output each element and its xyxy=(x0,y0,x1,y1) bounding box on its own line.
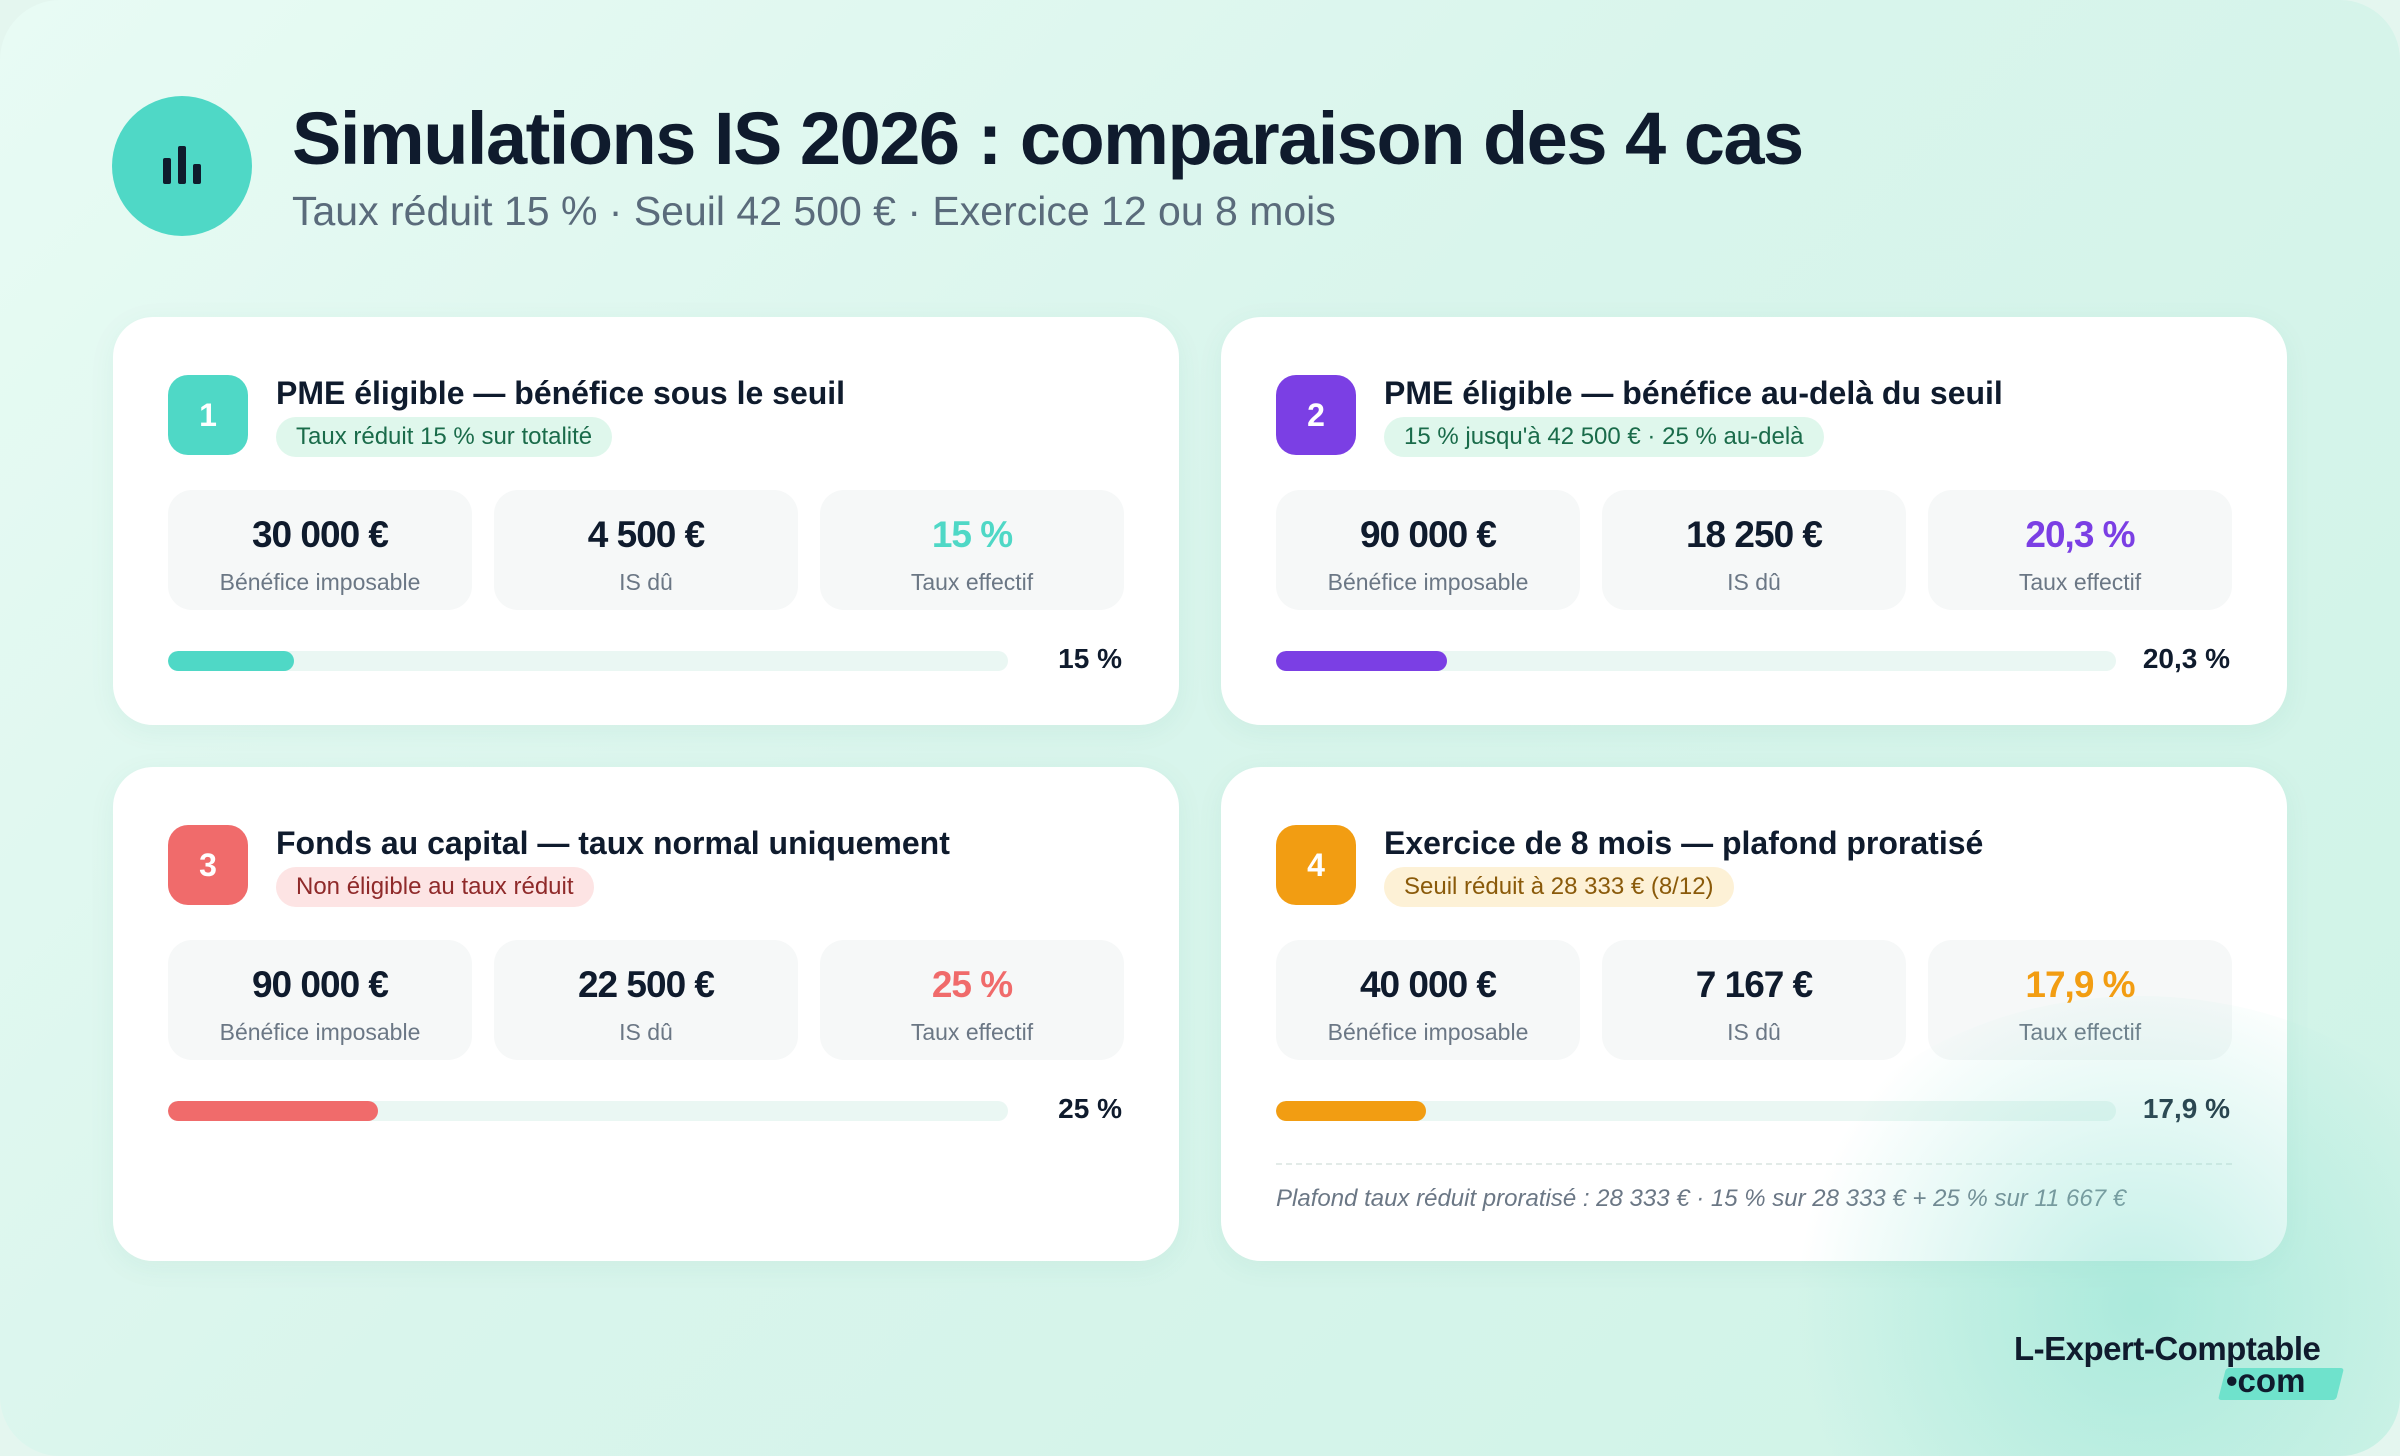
rate-progress-fill xyxy=(1276,1101,1427,1121)
case-card-3: 3 Fonds au capital — taux normal uniquem… xyxy=(113,767,1179,1261)
case-title: PME éligible — bénéfice sous le seuil xyxy=(276,375,846,411)
stat-benefice: 30 000 € Bénéfice imposable xyxy=(168,490,472,610)
benefice-value: 40 000 € xyxy=(1359,964,1497,1005)
stat-taux: 20,3 % Taux effectif xyxy=(1928,490,2232,610)
page-subtitle: Taux réduit 15 % · Seuil 42 500 € · Exer… xyxy=(292,188,1336,234)
page-title: Simulations IS 2026 : comparaison des 4 … xyxy=(292,97,1804,180)
brand-name: L-Expert-Comptable xyxy=(2014,1330,2321,1367)
benefice-label: Bénéfice imposable xyxy=(1327,1019,1529,1045)
is-du-value: 18 250 € xyxy=(1685,514,1823,555)
taux-value: 17,9 % xyxy=(2025,964,2135,1005)
is-du-value: 7 167 € xyxy=(1695,964,1813,1005)
taux-label: Taux effectif xyxy=(910,569,1034,595)
case-card-4: 4 Exercice de 8 mois — plafond proratisé… xyxy=(1221,767,2287,1261)
benefice-label: Bénéfice imposable xyxy=(1327,569,1529,595)
rate-progress-label: 20,3 % xyxy=(2142,643,2230,674)
case-footnote: Plafond taux réduit proratisé : 28 333 €… xyxy=(1276,1185,2127,1212)
benefice-value: 90 000 € xyxy=(251,964,389,1005)
is-du-value: 4 500 € xyxy=(587,514,705,555)
is-du-label: IS dû xyxy=(619,569,673,595)
case-title: PME éligible — bénéfice au-delà du seuil xyxy=(1384,375,2003,411)
benefice-label: Bénéfice imposable xyxy=(219,1019,421,1045)
brand-domain: •com xyxy=(2226,1362,2306,1399)
stat-is-du: 18 250 € IS dû xyxy=(1602,490,1906,610)
benefice-value: 90 000 € xyxy=(1359,514,1497,555)
benefice-label: Bénéfice imposable xyxy=(219,569,421,595)
stat-taux: 15 % Taux effectif xyxy=(820,490,1124,610)
case-tag: Non éligible au taux réduit xyxy=(276,867,594,907)
rate-progress-label: 25 % xyxy=(1058,1093,1122,1124)
rate-progress-track xyxy=(1276,1101,2116,1121)
brand-logo[interactable]: L-Expert-Comptable •com xyxy=(2014,1330,2344,1430)
is-du-value: 22 500 € xyxy=(577,964,715,1005)
rate-progress-label: 15 % xyxy=(1058,643,1122,674)
stat-is-du: 22 500 € IS dû xyxy=(494,940,798,1060)
taux-value: 25 % xyxy=(931,964,1013,1005)
benefice-value: 30 000 € xyxy=(251,514,389,555)
case-tag: Taux réduit 15 % sur totalité xyxy=(276,417,613,457)
rate-progress-label: 17,9 % xyxy=(2142,1093,2230,1124)
stat-taux: 25 % Taux effectif xyxy=(820,940,1124,1060)
rate-progress-fill xyxy=(168,651,294,671)
taux-label: Taux effectif xyxy=(2018,569,2142,595)
case-card-2: 2 PME éligible — bénéfice au-delà du seu… xyxy=(1221,317,2287,725)
taux-label: Taux effectif xyxy=(910,1019,1034,1045)
stat-is-du: 4 500 € IS dû xyxy=(494,490,798,610)
case-tag: Seuil réduit à 28 333 € (8/12) xyxy=(1384,867,1734,907)
case-number-badge: 2 xyxy=(1276,375,1356,455)
stat-benefice: 90 000 € Bénéfice imposable xyxy=(1276,490,1580,610)
bar-chart-icon xyxy=(112,96,252,236)
case-title: Exercice de 8 mois — plafond proratisé xyxy=(1384,825,1984,861)
stat-taux: 17,9 % Taux effectif xyxy=(1928,940,2232,1060)
rate-progress-track xyxy=(1276,651,2116,671)
is-du-label: IS dû xyxy=(1727,1019,1781,1045)
case-number-badge: 3 xyxy=(168,825,248,905)
rate-progress-fill xyxy=(1276,651,1447,671)
stat-benefice: 40 000 € Bénéfice imposable xyxy=(1276,940,1580,1060)
case-tag: 15 % jusqu'à 42 500 € · 25 % au-delà xyxy=(1384,417,1824,457)
case-number-badge: 1 xyxy=(168,375,248,455)
footnote-divider xyxy=(1276,1163,2232,1165)
rate-progress-track xyxy=(168,1101,1008,1121)
taux-value: 20,3 % xyxy=(2025,514,2135,555)
rate-progress-fill xyxy=(168,1101,378,1121)
stat-is-du: 7 167 € IS dû xyxy=(1602,940,1906,1060)
is-du-label: IS dû xyxy=(1727,569,1781,595)
taux-label: Taux effectif xyxy=(2018,1019,2142,1045)
case-title: Fonds au capital — taux normal uniquemen… xyxy=(276,825,950,861)
case-number-badge: 4 xyxy=(1276,825,1356,905)
rate-progress-track xyxy=(168,651,1008,671)
taux-value: 15 % xyxy=(931,514,1013,555)
case-card-1: 1 PME éligible — bénéfice sous le seuil … xyxy=(113,317,1179,725)
is-du-label: IS dû xyxy=(619,1019,673,1045)
stat-benefice: 90 000 € Bénéfice imposable xyxy=(168,940,472,1060)
